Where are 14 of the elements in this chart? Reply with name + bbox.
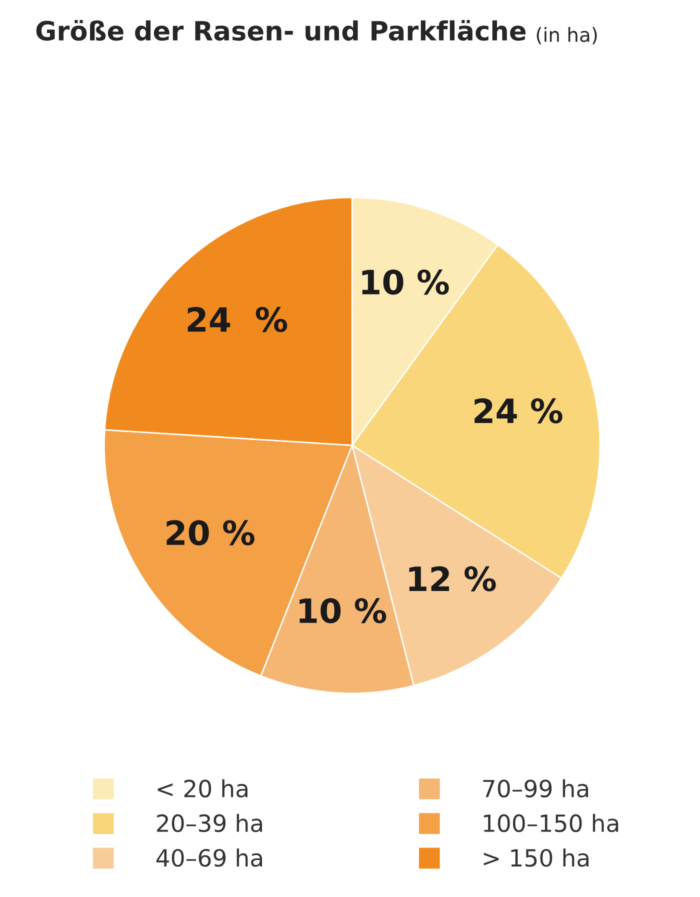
data-label: 24 % [188,306,288,332]
legend-label: > 150 ha [484,848,589,867]
chart-subtitle: (in ha) [536,27,597,44]
chart-title: Größe der Rasen- und Parkfläche [36,20,526,41]
data-label: 20 % [166,520,254,546]
legend-label: 40–69 ha [156,848,262,867]
data-label: 12 % [409,566,496,592]
data-label: 10 % [362,269,449,295]
data-label: 10 % [300,598,386,624]
legend-label: < 20 ha [158,779,248,798]
legend-label: 20–39 ha [157,814,262,832]
legend-label: 100–150 ha [484,814,618,832]
data-label: 24 % [474,398,562,424]
legend-label: 70–99 ha [483,779,588,798]
